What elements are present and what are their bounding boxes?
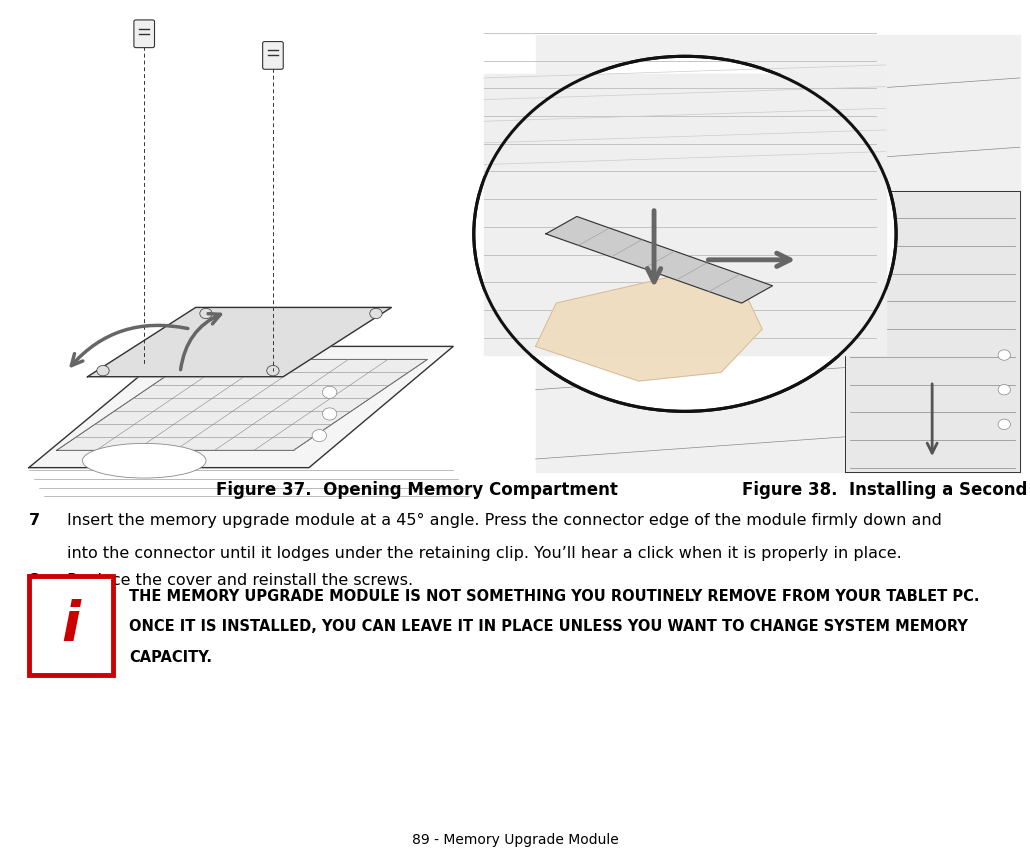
Circle shape: [322, 408, 337, 420]
Circle shape: [998, 385, 1010, 395]
Polygon shape: [546, 216, 772, 303]
FancyBboxPatch shape: [263, 42, 283, 69]
Text: into the connector until it lodges under the retaining clip. You’ll hear a click: into the connector until it lodges under…: [67, 546, 901, 560]
Text: 7: 7: [29, 513, 40, 527]
Text: CAPACITY.: CAPACITY.: [129, 650, 212, 664]
Circle shape: [998, 419, 1010, 430]
Circle shape: [474, 56, 896, 411]
Polygon shape: [536, 277, 762, 381]
Text: 89 - Memory Upgrade Module: 89 - Memory Upgrade Module: [412, 833, 618, 847]
Circle shape: [370, 308, 382, 319]
Circle shape: [312, 430, 327, 442]
Text: i: i: [62, 598, 80, 653]
Circle shape: [200, 308, 212, 319]
Text: Insert the memory upgrade module at a 45° angle. Press the connector edge of the: Insert the memory upgrade module at a 45…: [67, 513, 941, 527]
Text: Figure 37.  Opening Memory Compartment: Figure 37. Opening Memory Compartment: [216, 481, 618, 499]
Ellipse shape: [82, 443, 206, 478]
Text: Replace the cover and reinstall the screws.: Replace the cover and reinstall the scre…: [67, 573, 413, 588]
Circle shape: [998, 350, 1010, 360]
Polygon shape: [57, 359, 427, 450]
Polygon shape: [845, 191, 1020, 472]
Circle shape: [97, 365, 109, 376]
Polygon shape: [484, 74, 886, 355]
Text: THE MEMORY UPGRADE MODULE IS NOT SOMETHING YOU ROUTINELY REMOVE FROM YOUR TABLET: THE MEMORY UPGRADE MODULE IS NOT SOMETHI…: [129, 589, 980, 604]
Text: Figure 38.  Installing a Second Memory Module: Figure 38. Installing a Second Memory Mo…: [742, 481, 1030, 499]
Polygon shape: [88, 307, 391, 377]
Polygon shape: [809, 229, 865, 342]
FancyBboxPatch shape: [29, 576, 113, 675]
Polygon shape: [29, 346, 453, 468]
Text: ONCE IT IS INSTALLED, YOU CAN LEAVE IT IN PLACE UNLESS YOU WANT TO CHANGE SYSTEM: ONCE IT IS INSTALLED, YOU CAN LEAVE IT I…: [129, 619, 967, 634]
FancyBboxPatch shape: [134, 20, 154, 48]
Circle shape: [322, 386, 337, 398]
Polygon shape: [536, 35, 1020, 472]
Circle shape: [267, 365, 279, 376]
Text: 8: 8: [29, 573, 40, 588]
